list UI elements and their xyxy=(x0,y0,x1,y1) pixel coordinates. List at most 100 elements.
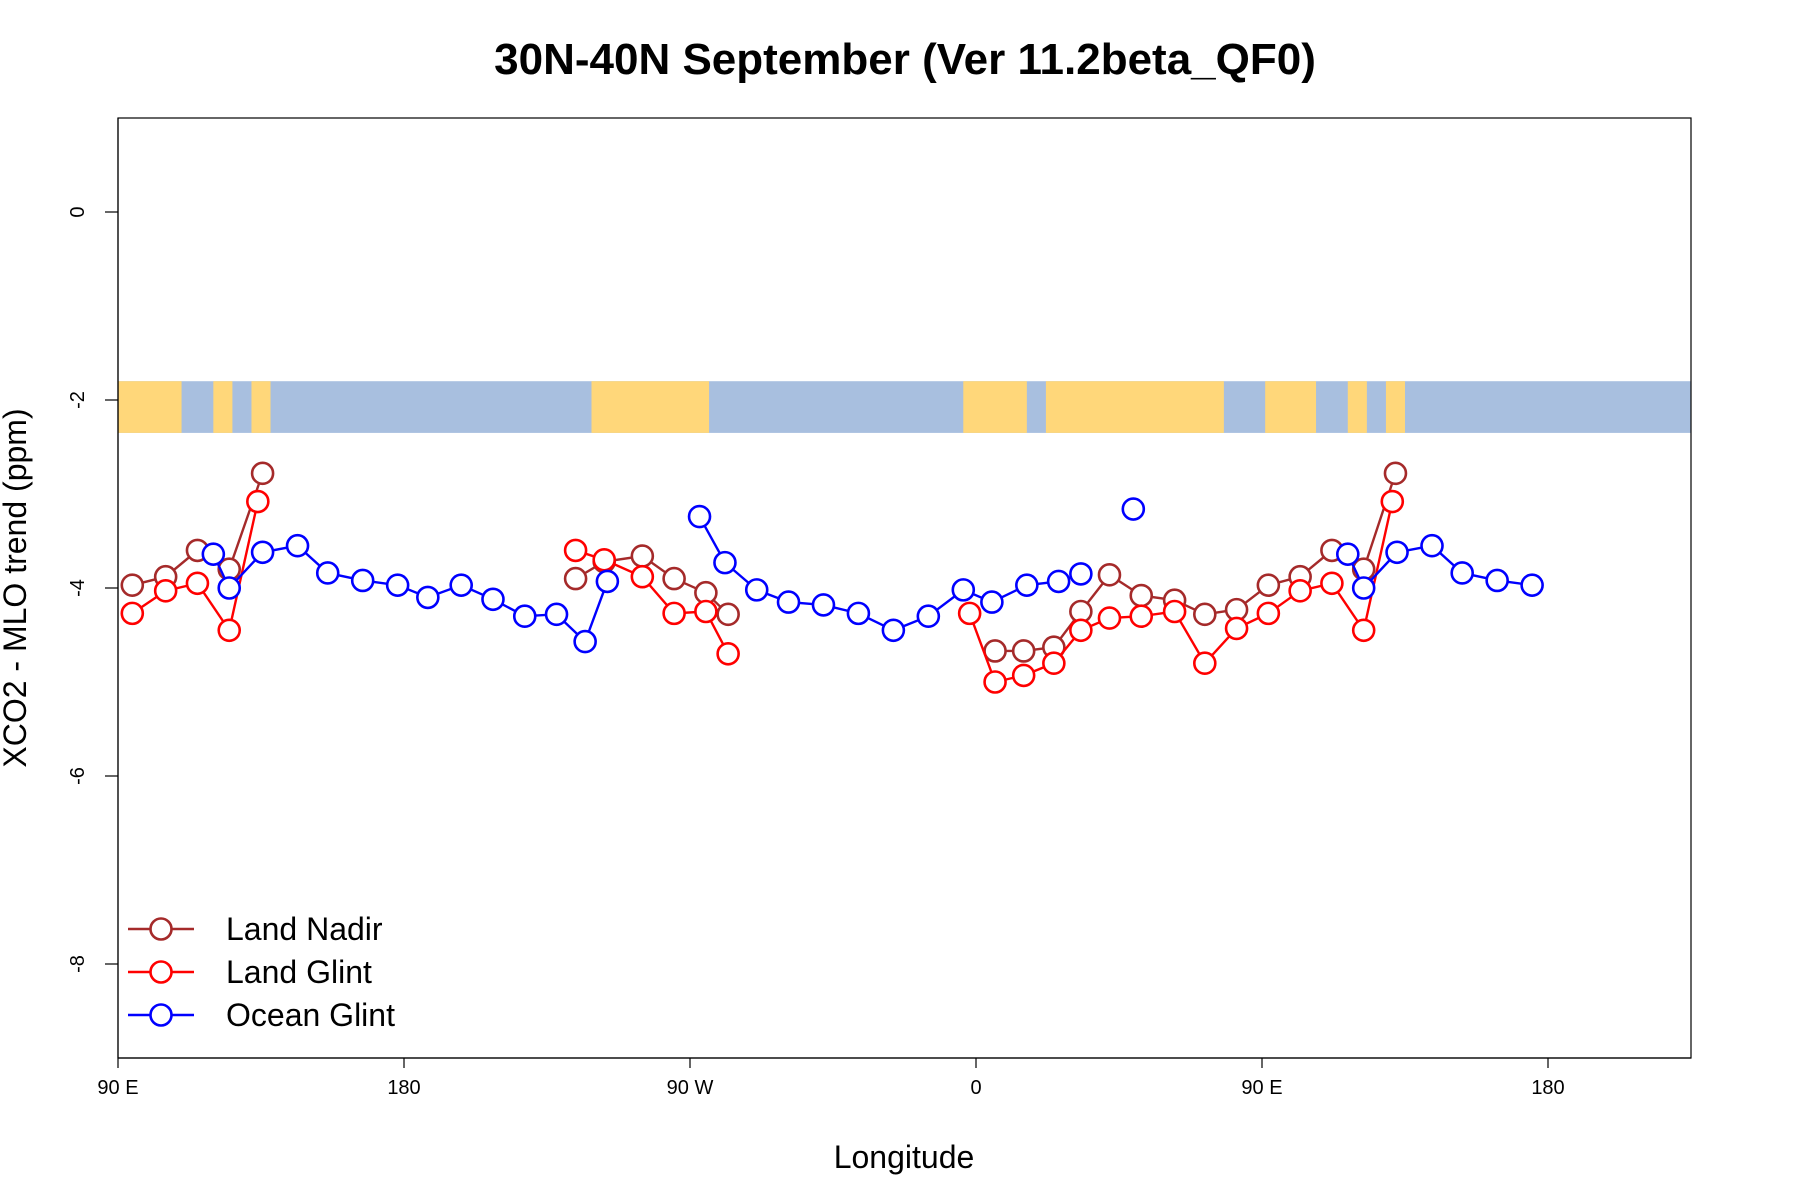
legend-label: Land Nadir xyxy=(226,911,383,947)
data-point-land-glint xyxy=(563,538,588,563)
data-point-ocean-glint xyxy=(449,573,474,597)
data-point-ocean-glint xyxy=(744,578,769,602)
data-point-ocean-glint xyxy=(846,601,871,626)
x-tick-label: 180 xyxy=(387,1077,420,1099)
data-point-ocean-glint xyxy=(544,602,569,627)
data-point-land-nadir xyxy=(1129,583,1154,608)
data-point-ocean-glint xyxy=(315,561,340,585)
data-point-land-glint xyxy=(957,601,982,626)
data-point-land-nadir xyxy=(1383,461,1408,486)
data-point-ocean-glint xyxy=(416,585,440,610)
data-point-ocean-glint xyxy=(350,568,375,593)
y-tick-label: -2 xyxy=(67,391,89,409)
y-tick-label: -6 xyxy=(67,767,89,785)
y-tick-label: -8 xyxy=(67,955,89,973)
legend-item-ocean-glint: Ocean Glint xyxy=(128,997,395,1033)
data-point-land-glint xyxy=(1129,604,1154,629)
data-point-land-glint xyxy=(246,489,270,514)
data-point-land-glint xyxy=(630,564,655,589)
x-axis-title: Longitude xyxy=(834,1139,975,1175)
land-mass xyxy=(251,381,271,433)
data-point-land-glint xyxy=(1069,618,1093,643)
data-point-ocean-glint xyxy=(201,542,226,566)
data-point-land-nadir xyxy=(120,573,145,597)
x-axis: 90 E 180 90 W 0 90 E 180 xyxy=(97,1057,1691,1099)
data-point-land-glint xyxy=(1193,651,1217,676)
data-point-land-glint xyxy=(1097,606,1122,630)
data-point-ocean-glint xyxy=(687,504,712,529)
legend-marker xyxy=(149,960,173,984)
data-point-ocean-glint xyxy=(217,576,242,600)
land-mass xyxy=(963,381,1027,433)
data-point-ocean-glint xyxy=(811,593,836,617)
data-point-ocean-glint xyxy=(481,587,505,612)
data-point-ocean-glint xyxy=(980,590,1004,614)
data-point-land-nadir xyxy=(983,639,1007,663)
world-map-strip xyxy=(118,381,1691,433)
data-point-ocean-glint xyxy=(916,604,941,629)
data-point-ocean-glint xyxy=(1485,568,1509,593)
data-point-land-nadir xyxy=(250,461,275,486)
series-land-nadir xyxy=(120,461,1408,663)
land-mass xyxy=(591,381,710,433)
data-point-land-glint xyxy=(1351,618,1376,643)
data-point-land-nadir xyxy=(1011,639,1036,663)
land-mass xyxy=(213,381,233,433)
data-point-land-nadir xyxy=(563,566,588,591)
data-point-ocean-glint xyxy=(1420,533,1444,558)
y-tick-label: 0 xyxy=(67,206,89,217)
legend-item-land-nadir: Land Nadir xyxy=(128,911,383,947)
land-mass xyxy=(1347,381,1367,433)
data-point-land-glint xyxy=(1320,571,1344,596)
data-point-land-nadir xyxy=(1097,563,1122,587)
land-mass xyxy=(1265,381,1317,433)
data-point-ocean-glint xyxy=(881,618,906,643)
y-tick-label: -4 xyxy=(67,579,89,597)
data-point-land-glint xyxy=(185,571,210,596)
y-axis: 0 -2 -4 -6 -8 xyxy=(67,118,119,1058)
data-point-ocean-glint xyxy=(573,629,597,654)
data-point-ocean-glint xyxy=(1121,497,1146,521)
data-point-ocean-glint xyxy=(1520,573,1544,597)
x-tick-label: 0 xyxy=(970,1077,981,1099)
land-mass xyxy=(118,381,182,433)
series-land-glint xyxy=(120,489,1405,694)
data-point-ocean-glint xyxy=(1450,561,1474,585)
x-tick-label: 90 E xyxy=(97,1077,138,1099)
data-point-land-glint xyxy=(1288,579,1312,603)
series-layer xyxy=(120,461,1544,694)
series-line-ocean-glint xyxy=(212,544,609,644)
data-point-land-nadir xyxy=(716,602,740,627)
data-point-land-glint xyxy=(153,579,178,603)
data-point-ocean-glint xyxy=(1351,576,1376,600)
data-point-ocean-glint xyxy=(1015,573,1039,597)
legend-marker xyxy=(149,1003,173,1027)
data-point-ocean-glint xyxy=(951,578,976,602)
data-point-ocean-glint xyxy=(595,569,620,594)
series-line-ocean-glint xyxy=(698,515,1082,632)
data-point-land-glint xyxy=(1256,601,1281,626)
legend-label: Ocean Glint xyxy=(226,997,395,1033)
legend-label: Land Glint xyxy=(226,954,372,990)
legend: Land Nadir Land Glint Ocean Glint xyxy=(128,911,395,1033)
data-point-land-glint xyxy=(1162,599,1187,624)
x-tick-label: 90 E xyxy=(1241,1077,1282,1099)
data-point-land-nadir xyxy=(1193,602,1217,627)
legend-marker xyxy=(149,917,173,941)
legend-item-land-glint: Land Glint xyxy=(128,954,372,990)
data-point-land-glint xyxy=(1011,663,1036,688)
data-point-ocean-glint xyxy=(385,573,410,597)
data-point-land-glint xyxy=(716,641,740,666)
data-point-land-glint xyxy=(694,599,718,624)
data-point-land-glint xyxy=(120,601,145,626)
series-line-land-nadir xyxy=(995,472,1397,653)
land-mass xyxy=(1385,381,1405,433)
data-point-ocean-glint xyxy=(1385,540,1409,565)
series-ocean-glint xyxy=(201,497,1544,654)
data-point-land-glint xyxy=(1224,616,1249,641)
data-point-land-nadir xyxy=(662,566,686,591)
y-axis-title: XCO2 - MLO trend (ppm) xyxy=(0,408,33,767)
chart-title: 30N-40N September (Ver 11.2beta_QF0) xyxy=(494,35,1316,84)
data-point-ocean-glint xyxy=(1336,542,1360,566)
